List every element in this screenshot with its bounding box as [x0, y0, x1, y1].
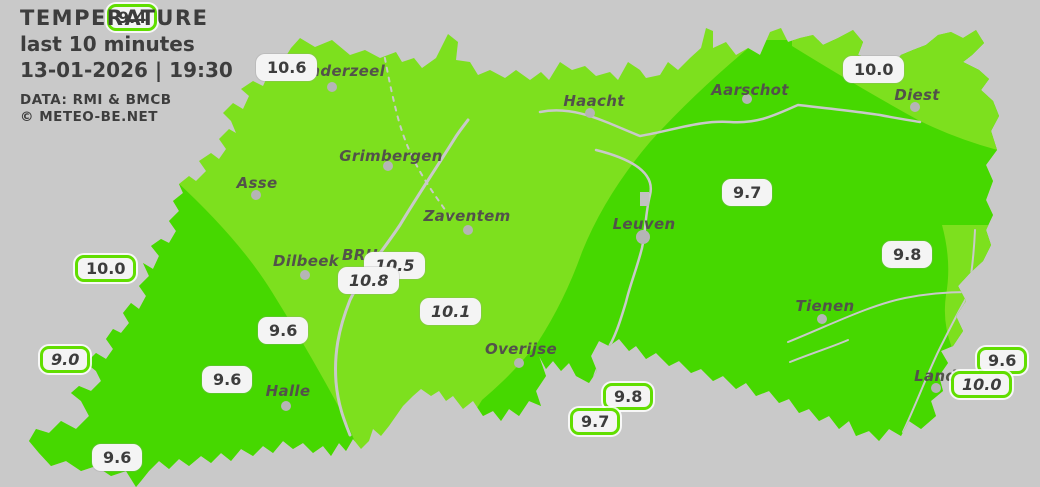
city-label-asse: Asse [236, 174, 278, 192]
river-demer [538, 103, 922, 138]
city-dot-diest [910, 102, 920, 112]
datetime-label: 13-01-2026 | 19:30 [20, 58, 233, 82]
city-label-aarschot: Aarschot [711, 81, 789, 99]
city-dots [251, 82, 941, 411]
city-dot-haacht [585, 108, 595, 118]
city-dot-tienen [817, 314, 827, 324]
copyright-label: © METEO-BE.NET [20, 109, 158, 125]
city-dot-landen [931, 383, 941, 393]
city-label-zaventem: Zaventem [423, 207, 511, 225]
city-label-dilbeek: Dilbeek [273, 252, 339, 270]
temperature-badge: 10.8 [338, 267, 400, 294]
city-dot-zaventem [463, 225, 473, 235]
map-region-light-east-strip [942, 225, 999, 348]
page-title: TEMPERATURE [20, 6, 209, 30]
city-label-halle: Halle [265, 382, 311, 400]
temperature-badge: 9.6 [977, 347, 1028, 374]
temperature-badge: 9.6 [202, 366, 253, 393]
temperature-badge: 10.0 [75, 255, 137, 282]
city-dot-overijse [514, 358, 524, 368]
city-label-leuven: Leuven [612, 215, 676, 233]
temperature-badge: 9.4 [107, 4, 158, 31]
map-header: TEMPERATURE last 10 minutes 13-01-2026 |… [20, 5, 233, 126]
temperature-badge: 9.8 [603, 383, 654, 410]
temperature-badge: 9.7 [722, 179, 773, 206]
city-label-haacht: Haacht [563, 92, 625, 110]
road-tienen-short [789, 339, 849, 363]
temperature-badge: 9.0 [40, 346, 91, 373]
city-dot-londerzeel [327, 82, 337, 92]
city-dot-aarschot [742, 94, 752, 104]
city-label-grimbergen: Grimbergen [339, 147, 443, 165]
temperature-badge: 9.6 [258, 317, 309, 344]
city-dot-leuven [636, 230, 650, 244]
city-label-tienen: Tienen [795, 297, 855, 315]
temperature-badge: 10.0 [951, 371, 1013, 398]
temperature-badge: 10.0 [843, 56, 905, 83]
city-dot-halle [281, 401, 291, 411]
data-source: DATA: RMI & BMCB [20, 92, 172, 108]
urban-patch [640, 192, 649, 206]
city-dot-asse [251, 190, 261, 200]
city-dot-dilbeek [300, 270, 310, 280]
railway-dashed-line [382, 47, 453, 221]
temperature-badge: 9.7 [570, 408, 621, 435]
subtitle: last 10 minutes [20, 32, 195, 56]
temperature-badge: 10.6 [256, 54, 318, 81]
temperature-badge: 10.1 [420, 298, 482, 325]
road-landen-north [902, 229, 976, 433]
city-label-diest: Diest [894, 86, 940, 104]
city-label-overijse: Overijse [485, 340, 557, 358]
temperature-badge: 9.8 [882, 241, 933, 268]
city-dot-grimbergen [383, 161, 393, 171]
temperature-badge: 9.6 [92, 444, 143, 471]
